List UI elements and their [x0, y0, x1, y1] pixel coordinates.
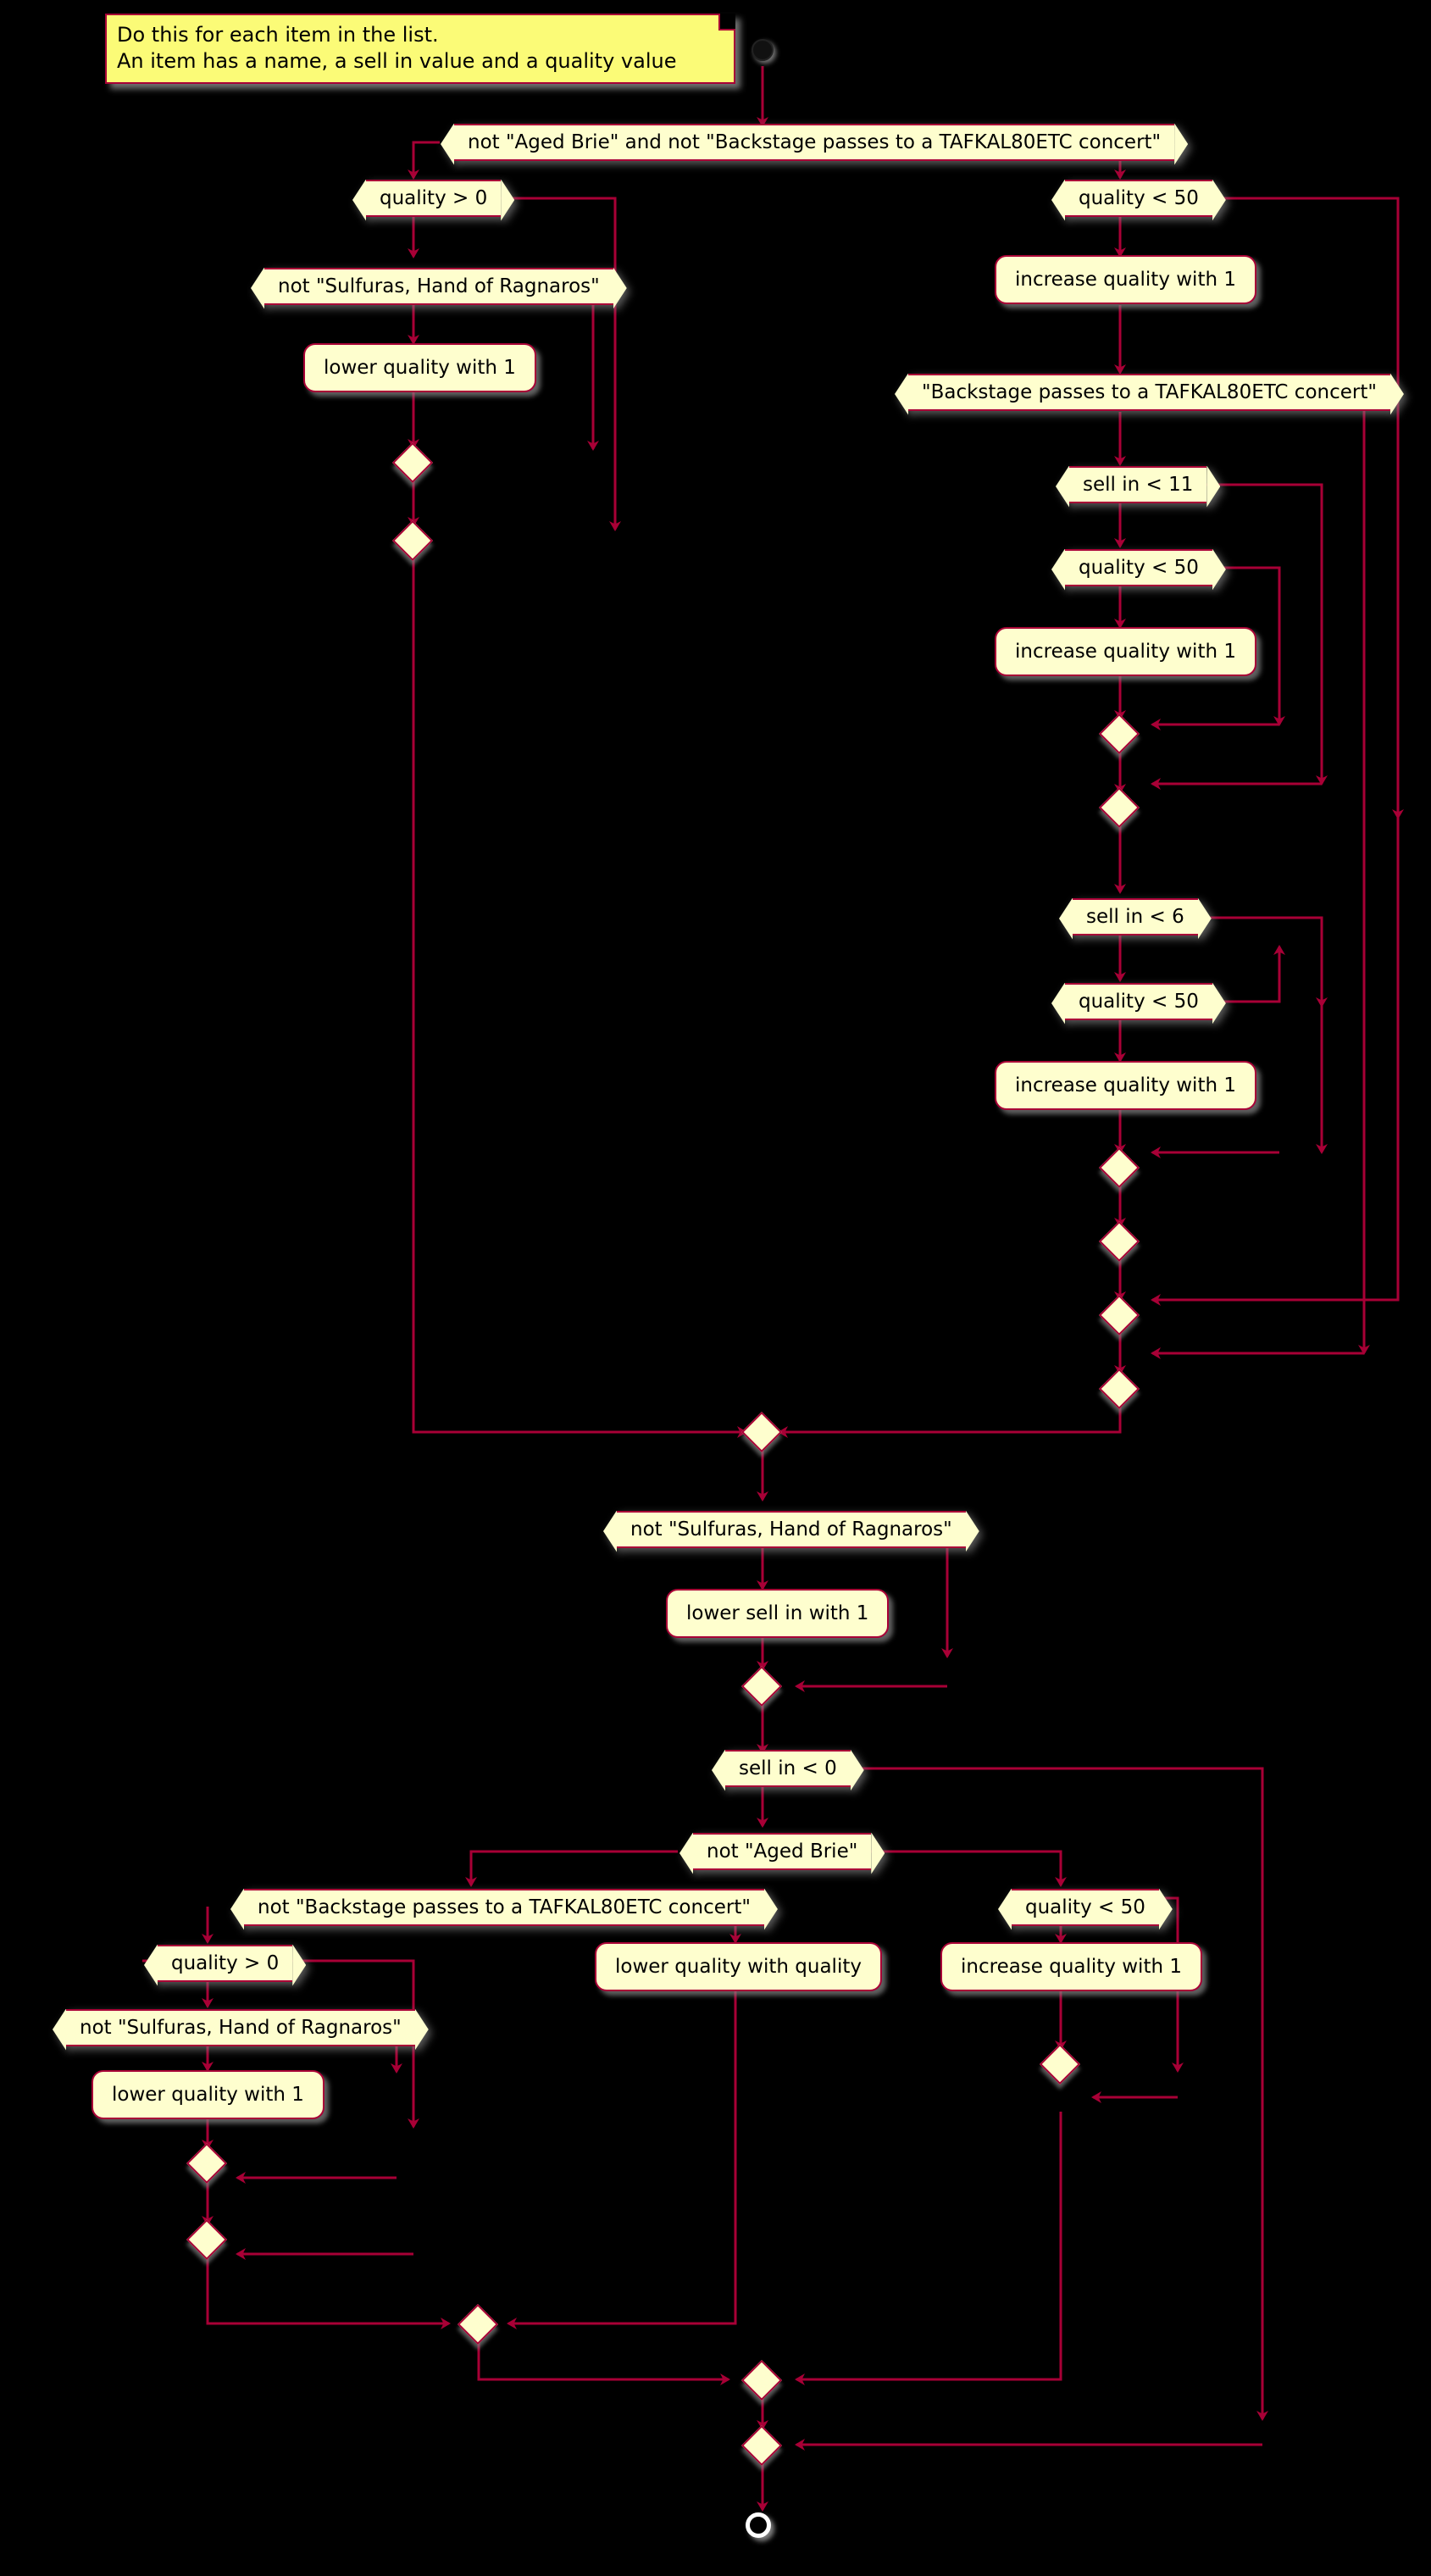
- decision-not-sulfuras-left[interactable]: not "Sulfuras, Hand of Ragnaros": [264, 268, 613, 305]
- decision-label: quality > 0: [171, 1952, 280, 1974]
- decision-backstage-passes[interactable]: "Backstage passes to a TAFKAL80ETC conce…: [908, 374, 1390, 411]
- activity-label: lower quality with 1: [324, 357, 516, 379]
- decision-label: quality < 50: [1079, 187, 1199, 209]
- decision-label: quality < 50: [1025, 1896, 1145, 1918]
- decision-label: sell in < 6: [1086, 906, 1184, 928]
- decision-not-backstage-bottom[interactable]: not "Backstage passes to a TAFKAL80ETC c…: [244, 1889, 764, 1926]
- decision-label: not "Aged Brie" and not "Backstage passe…: [468, 131, 1162, 153]
- activity-lower-sell-in-with-1[interactable]: lower sell in with 1: [666, 1589, 890, 1638]
- activity-label: lower sell in with 1: [686, 1602, 869, 1624]
- decision-quality-lt-50-c[interactable]: quality < 50: [1065, 983, 1212, 1020]
- decision-quality-lt-50-bottom[interactable]: quality < 50: [1012, 1889, 1159, 1926]
- decision-label: quality < 50: [1079, 557, 1199, 579]
- decision-not-sulfuras-bottom[interactable]: not "Sulfuras, Hand of Ragnaros": [66, 2009, 415, 2046]
- decision-not-sulfuras-center[interactable]: not "Sulfuras, Hand of Ragnaros": [617, 1511, 966, 1548]
- decision-label: not "Sulfuras, Hand of Ragnaros": [630, 1518, 952, 1541]
- activity-lower-quality-with-1-bottom[interactable]: lower quality with 1: [92, 2070, 324, 2119]
- activity-label: increase quality with 1: [1015, 641, 1236, 663]
- activity-label: increase quality with 1: [1015, 269, 1236, 291]
- decision-label: sell in < 0: [739, 1757, 837, 1779]
- decision-label: quality > 0: [380, 187, 488, 209]
- activity-label: lower quality with quality: [615, 1956, 862, 1978]
- decision-quality-gt-0-bottom[interactable]: quality > 0: [158, 1945, 293, 1982]
- note-line-1: Do this for each item in the list.: [117, 23, 439, 47]
- decision-quality-lt-50-b[interactable]: quality < 50: [1065, 549, 1212, 586]
- activity-label: increase quality with 1: [1015, 1074, 1236, 1096]
- decision-sell-in-lt-0[interactable]: sell in < 0: [725, 1750, 851, 1787]
- end-node: [746, 2512, 771, 2538]
- decision-label: sell in < 11: [1083, 474, 1194, 496]
- decision-label: not "Sulfuras, Hand of Ragnaros": [80, 2017, 402, 2039]
- loop-note: Do this for each item in the list. An it…: [105, 14, 735, 85]
- activity-lower-quality-with-quality[interactable]: lower quality with quality: [595, 1942, 882, 1991]
- decision-sell-in-lt-11[interactable]: sell in < 11: [1069, 466, 1207, 503]
- decision-label: not "Backstage passes to a TAFKAL80ETC c…: [258, 1896, 751, 1918]
- note-line-2: An item has a name, a sell in value and …: [117, 48, 677, 73]
- activity-label: increase quality with 1: [961, 1956, 1182, 1978]
- decision-quality-lt-50-right[interactable]: quality < 50: [1065, 180, 1212, 217]
- activity-increase-quality-with-1-a[interactable]: increase quality with 1: [995, 255, 1256, 304]
- activity-increase-quality-with-1-bottom[interactable]: increase quality with 1: [940, 1942, 1202, 1991]
- activity-increase-quality-with-1-c[interactable]: increase quality with 1: [995, 1061, 1256, 1110]
- start-node: [752, 39, 774, 61]
- decision-label: "Backstage passes to a TAFKAL80ETC conce…: [922, 381, 1377, 403]
- decision-sell-in-lt-6[interactable]: sell in < 6: [1073, 898, 1198, 935]
- note-fold-icon: [718, 14, 735, 31]
- activity-lower-quality-with-1-left[interactable]: lower quality with 1: [303, 343, 536, 392]
- decision-label: not "Sulfuras, Hand of Ragnaros": [278, 275, 600, 297]
- activity-label: lower quality with 1: [112, 2084, 304, 2106]
- decision-label: quality < 50: [1079, 991, 1199, 1013]
- decision-not-aged-brie-and-not-backstage[interactable]: not "Aged Brie" and not "Backstage passe…: [454, 124, 1175, 161]
- decision-label: not "Aged Brie": [707, 1840, 858, 1863]
- decision-quality-gt-0-left[interactable]: quality > 0: [366, 180, 502, 217]
- activity-increase-quality-with-1-b[interactable]: increase quality with 1: [995, 627, 1256, 676]
- decision-not-aged-brie[interactable]: not "Aged Brie": [693, 1833, 872, 1870]
